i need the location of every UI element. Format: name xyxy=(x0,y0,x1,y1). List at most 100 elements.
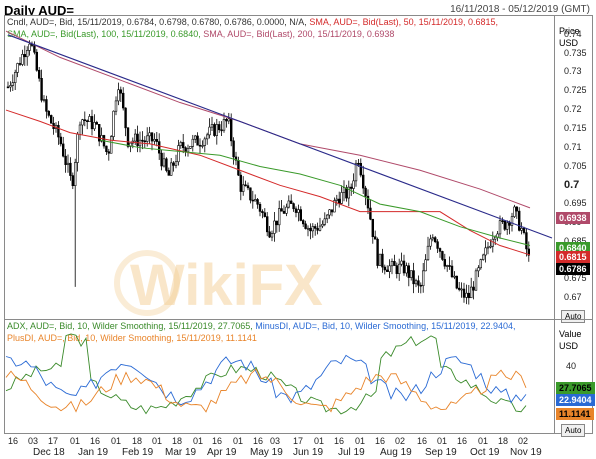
candle-body xyxy=(342,187,346,193)
price-chart-panel[interactable] xyxy=(4,15,555,320)
candle-body xyxy=(441,251,444,260)
candle-body xyxy=(237,160,240,176)
price-tick-label: 0.71 xyxy=(564,141,582,152)
candle-body xyxy=(381,253,384,268)
candle-body xyxy=(340,192,343,204)
candle-body xyxy=(419,284,422,287)
indicator-auto-button[interactable]: Auto xyxy=(561,424,586,437)
candle-body xyxy=(210,124,214,128)
indicator-axis-unit: USD xyxy=(559,341,579,351)
candle-body xyxy=(433,237,437,243)
candle-body xyxy=(337,198,341,204)
candle-body xyxy=(206,134,209,140)
candle-body xyxy=(429,238,432,247)
price-axis-unit: USD xyxy=(559,38,579,48)
candle-body xyxy=(81,119,84,126)
trendline xyxy=(7,34,553,239)
candle-body xyxy=(21,54,24,65)
day-tick-label: 02 xyxy=(518,436,529,446)
candle-body xyxy=(364,187,367,197)
candle-body xyxy=(153,139,156,142)
candle-body xyxy=(412,270,415,285)
candle-body xyxy=(213,124,216,136)
price-tick-label: 0.7 xyxy=(564,179,580,192)
candle-body xyxy=(37,69,41,79)
candle-body xyxy=(318,225,322,231)
candle-body xyxy=(155,139,158,142)
candle-body xyxy=(201,145,204,147)
candle-body xyxy=(361,174,365,189)
candle-body xyxy=(263,212,266,217)
candle-body xyxy=(196,135,199,146)
candle-body xyxy=(9,85,12,88)
candle-body xyxy=(117,89,120,102)
indicator-chart-panel[interactable] xyxy=(4,319,555,434)
candle-body xyxy=(498,220,502,235)
candle-body xyxy=(268,231,271,238)
indicator-legend-line-1: ADX, AUD=, Bid, 10, Wilder Smoothing, 15… xyxy=(7,321,515,331)
candle-body xyxy=(198,144,202,147)
candle-body xyxy=(230,118,233,142)
candle-body xyxy=(513,206,516,217)
month-label: Aug 19 xyxy=(380,447,412,458)
candle-body xyxy=(282,210,286,214)
candle-body xyxy=(88,116,91,122)
day-tick-label: 16 xyxy=(457,436,468,446)
candle-body xyxy=(455,275,458,289)
candle-body xyxy=(11,82,14,86)
month-label: May 19 xyxy=(250,447,283,458)
month-label: Feb 19 xyxy=(122,447,154,458)
candle-body xyxy=(436,241,439,249)
candle-body xyxy=(469,286,473,299)
candle-body xyxy=(64,155,67,165)
candle-body xyxy=(325,214,329,220)
candle-body xyxy=(203,138,206,146)
candle-body xyxy=(508,222,511,226)
candle-body xyxy=(527,248,531,256)
candle-body xyxy=(311,226,314,232)
candle-body xyxy=(6,86,10,89)
day-tick-label: 01 xyxy=(152,436,163,446)
candle-body xyxy=(309,227,312,232)
candle-body xyxy=(405,265,408,274)
candle-body xyxy=(105,145,108,152)
candle-body xyxy=(246,185,250,189)
candle-body xyxy=(122,92,125,109)
month-label: Mar 19 xyxy=(165,447,197,458)
candle-body xyxy=(467,292,470,299)
day-tick-label: 01 xyxy=(233,436,244,446)
candle-body xyxy=(481,254,485,260)
candle-body xyxy=(28,43,31,51)
candle-body xyxy=(218,124,221,131)
candle-body xyxy=(431,237,434,240)
candle-body xyxy=(474,270,478,291)
candle-body xyxy=(143,140,146,143)
price-tick-label: 0.67 xyxy=(564,292,582,303)
price-tick-label: 0.73 xyxy=(564,66,582,77)
sma50-legend: SMA, AUD=, Bid(Last), 50, 15/11/2019, 0.… xyxy=(309,17,499,27)
day-tick-label: 18 xyxy=(172,436,183,446)
candle-body xyxy=(371,218,374,238)
candle-body xyxy=(287,200,290,208)
candle-body xyxy=(254,199,257,202)
candle-body xyxy=(261,211,264,214)
candle-body xyxy=(227,118,230,122)
watermark-logo xyxy=(114,250,180,316)
candle-body xyxy=(489,245,492,248)
candle-body xyxy=(47,111,51,116)
candle-body xyxy=(165,158,168,171)
candle-body xyxy=(333,200,336,213)
candle-body xyxy=(107,151,111,154)
candle-body xyxy=(242,184,245,192)
sma100-line xyxy=(99,139,531,246)
candle-body xyxy=(275,220,278,226)
candle-body xyxy=(304,223,307,229)
candle-body xyxy=(95,122,99,125)
candle-body xyxy=(397,263,401,274)
month-label: Jun 19 xyxy=(293,447,324,458)
candle-body xyxy=(445,265,449,267)
candle-body xyxy=(146,135,149,142)
month-label: Dec 18 xyxy=(33,447,65,458)
candle-body xyxy=(321,223,324,227)
candle-body xyxy=(448,265,451,267)
